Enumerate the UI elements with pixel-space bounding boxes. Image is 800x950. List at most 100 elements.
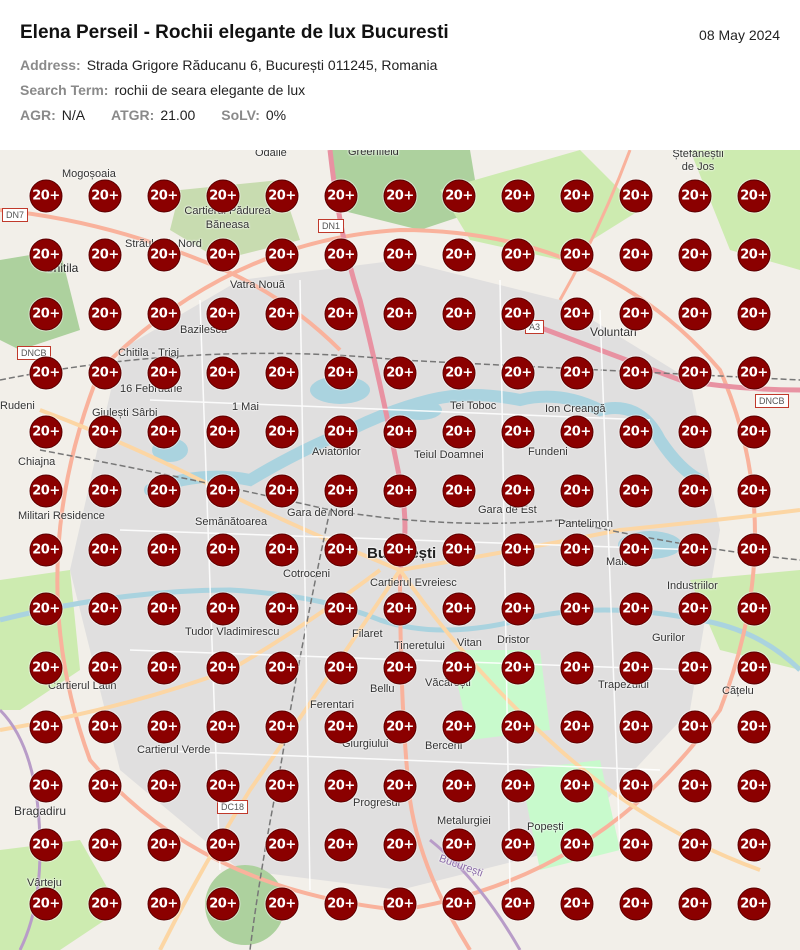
rank-pin[interactable]: 20+ — [560, 297, 594, 331]
rank-pin[interactable]: 20+ — [678, 710, 712, 744]
rank-pin[interactable]: 20+ — [442, 415, 476, 449]
rank-pin[interactable]: 20+ — [619, 592, 653, 626]
rank-pin[interactable]: 20+ — [560, 651, 594, 685]
rank-pin[interactable]: 20+ — [678, 592, 712, 626]
rank-pin[interactable]: 20+ — [383, 238, 417, 272]
rank-pin[interactable]: 20+ — [265, 887, 299, 921]
rank-pin[interactable]: 20+ — [324, 887, 358, 921]
rank-pin[interactable]: 20+ — [678, 238, 712, 272]
rank-pin[interactable]: 20+ — [29, 769, 63, 803]
rank-pin[interactable]: 20+ — [383, 710, 417, 744]
rank-pin[interactable]: 20+ — [501, 179, 535, 213]
rank-pin[interactable]: 20+ — [383, 297, 417, 331]
rank-pin[interactable]: 20+ — [324, 769, 358, 803]
rank-pin[interactable]: 20+ — [29, 592, 63, 626]
rank-pin[interactable]: 20+ — [619, 179, 653, 213]
rank-pin[interactable]: 20+ — [560, 769, 594, 803]
rank-pin[interactable]: 20+ — [678, 474, 712, 508]
rank-pin[interactable]: 20+ — [501, 238, 535, 272]
rank-pin[interactable]: 20+ — [324, 533, 358, 567]
rank-pin[interactable]: 20+ — [29, 415, 63, 449]
rank-pin[interactable]: 20+ — [29, 238, 63, 272]
rank-pin[interactable]: 20+ — [737, 710, 771, 744]
rank-pin[interactable]: 20+ — [442, 238, 476, 272]
rank-pin[interactable]: 20+ — [737, 592, 771, 626]
rank-pin[interactable]: 20+ — [501, 415, 535, 449]
rank-pin[interactable]: 20+ — [29, 297, 63, 331]
rank-pin[interactable]: 20+ — [737, 179, 771, 213]
rank-pin[interactable]: 20+ — [206, 592, 240, 626]
rank-pin[interactable]: 20+ — [501, 828, 535, 862]
rank-pin[interactable]: 20+ — [147, 887, 181, 921]
rank-pin[interactable]: 20+ — [442, 651, 476, 685]
rank-pin[interactable]: 20+ — [383, 887, 417, 921]
rank-pin[interactable]: 20+ — [324, 297, 358, 331]
rank-pin[interactable]: 20+ — [88, 356, 122, 390]
rank-pin[interactable]: 20+ — [619, 297, 653, 331]
rank-pin[interactable]: 20+ — [265, 415, 299, 449]
rank-pin[interactable]: 20+ — [147, 651, 181, 685]
rank-pin[interactable]: 20+ — [88, 769, 122, 803]
rank-pin[interactable]: 20+ — [619, 769, 653, 803]
rank-pin[interactable]: 20+ — [737, 651, 771, 685]
rank-pin[interactable]: 20+ — [206, 769, 240, 803]
rank-pin[interactable]: 20+ — [678, 828, 712, 862]
rank-pin[interactable]: 20+ — [206, 415, 240, 449]
rank-pin[interactable]: 20+ — [501, 651, 535, 685]
rank-pin[interactable]: 20+ — [147, 179, 181, 213]
rank-pin[interactable]: 20+ — [383, 769, 417, 803]
rank-pin[interactable]: 20+ — [147, 474, 181, 508]
rank-pin[interactable]: 20+ — [206, 238, 240, 272]
rank-pin[interactable]: 20+ — [501, 533, 535, 567]
rank-pin[interactable]: 20+ — [442, 592, 476, 626]
rank-pin[interactable]: 20+ — [265, 533, 299, 567]
rank-pin[interactable]: 20+ — [88, 474, 122, 508]
rank-pin[interactable]: 20+ — [501, 474, 535, 508]
rank-pin[interactable]: 20+ — [619, 238, 653, 272]
rank-pin[interactable]: 20+ — [324, 474, 358, 508]
rank-pin[interactable]: 20+ — [29, 474, 63, 508]
map-view[interactable]: Odăile Greenfield Ștefăneștii de Jos Mog… — [0, 150, 800, 950]
rank-pin[interactable]: 20+ — [324, 356, 358, 390]
rank-pin[interactable]: 20+ — [737, 887, 771, 921]
rank-pin[interactable]: 20+ — [29, 179, 63, 213]
rank-pin[interactable]: 20+ — [324, 651, 358, 685]
rank-pin[interactable]: 20+ — [265, 592, 299, 626]
rank-pin[interactable]: 20+ — [88, 415, 122, 449]
rank-pin[interactable]: 20+ — [678, 533, 712, 567]
rank-pin[interactable]: 20+ — [501, 887, 535, 921]
rank-pin[interactable]: 20+ — [383, 415, 417, 449]
rank-pin[interactable]: 20+ — [88, 592, 122, 626]
rank-pin[interactable]: 20+ — [442, 356, 476, 390]
rank-pin[interactable]: 20+ — [206, 828, 240, 862]
rank-pin[interactable]: 20+ — [678, 415, 712, 449]
rank-pin[interactable]: 20+ — [324, 828, 358, 862]
rank-pin[interactable]: 20+ — [560, 592, 594, 626]
rank-pin[interactable]: 20+ — [442, 533, 476, 567]
rank-pin[interactable]: 20+ — [147, 297, 181, 331]
rank-pin[interactable]: 20+ — [737, 238, 771, 272]
rank-pin[interactable]: 20+ — [29, 533, 63, 567]
rank-pin[interactable]: 20+ — [88, 179, 122, 213]
rank-pin[interactable]: 20+ — [147, 710, 181, 744]
rank-pin[interactable]: 20+ — [442, 179, 476, 213]
rank-pin[interactable]: 20+ — [619, 887, 653, 921]
rank-pin[interactable]: 20+ — [442, 474, 476, 508]
rank-pin[interactable]: 20+ — [560, 474, 594, 508]
rank-pin[interactable]: 20+ — [442, 887, 476, 921]
rank-pin[interactable]: 20+ — [206, 887, 240, 921]
rank-pin[interactable]: 20+ — [206, 710, 240, 744]
rank-pin[interactable]: 20+ — [678, 651, 712, 685]
rank-pin[interactable]: 20+ — [560, 415, 594, 449]
rank-pin[interactable]: 20+ — [265, 238, 299, 272]
rank-pin[interactable]: 20+ — [206, 533, 240, 567]
rank-pin[interactable]: 20+ — [383, 474, 417, 508]
rank-pin[interactable]: 20+ — [88, 297, 122, 331]
rank-pin[interactable]: 20+ — [737, 297, 771, 331]
rank-pin[interactable]: 20+ — [324, 415, 358, 449]
rank-pin[interactable]: 20+ — [560, 828, 594, 862]
rank-pin[interactable]: 20+ — [560, 533, 594, 567]
rank-pin[interactable]: 20+ — [619, 415, 653, 449]
rank-pin[interactable]: 20+ — [737, 474, 771, 508]
rank-pin[interactable]: 20+ — [383, 828, 417, 862]
